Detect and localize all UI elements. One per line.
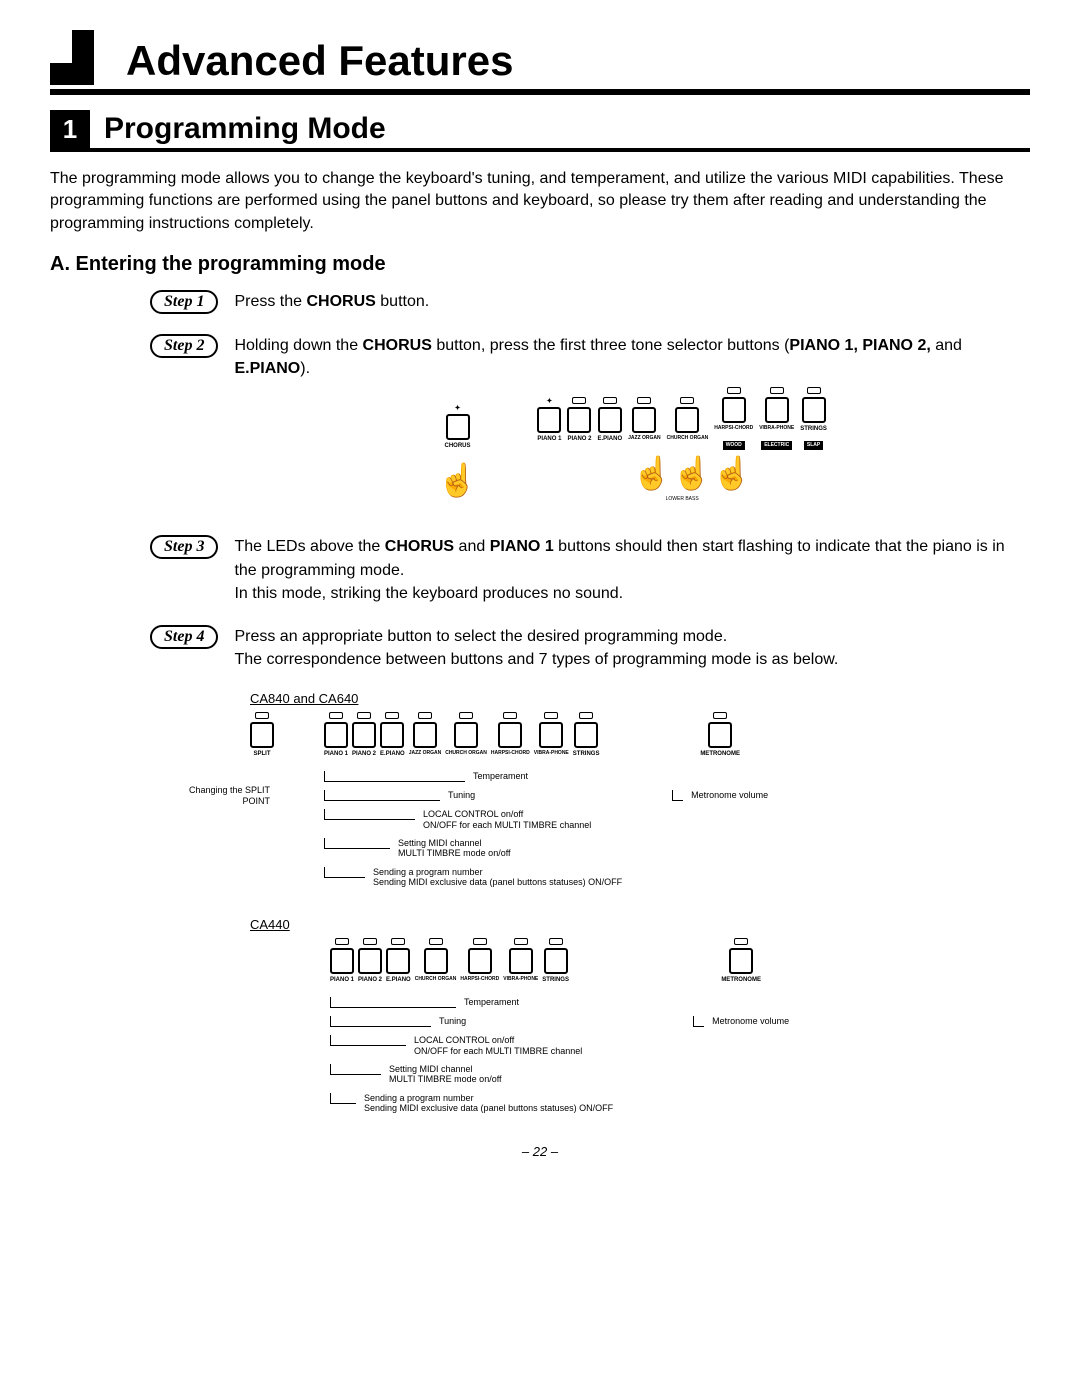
section-rule	[50, 148, 1030, 152]
section-title: Programming Mode	[90, 110, 1030, 148]
chorus-button	[446, 414, 470, 440]
section-intro: The programming mode allows you to chang…	[50, 168, 1030, 235]
section-heading: 1 Programming Mode	[50, 110, 1030, 148]
header-icon	[50, 30, 96, 85]
step-3: Step 3 The LEDs above the CHORUS and PIA…	[50, 535, 1030, 605]
diagram-ca840: SPLIT Changing the SPLIT POINT PIANO 1 P…	[250, 712, 1030, 887]
step-text: Holding down the CHORUS button, press th…	[234, 334, 1030, 515]
hand-icon: ☝☝☝	[557, 450, 826, 496]
step-text: Press the CHORUS button.	[234, 290, 429, 314]
diagram-ca440: PIANO 1 PIANO 2 E.PIANO CHURCH ORGAN HAR…	[330, 938, 1030, 1113]
step-badge: Step 4	[150, 625, 218, 649]
step-badge: Step 2	[150, 334, 218, 358]
chorus-block: ✦ CHORUS ☝	[438, 404, 478, 504]
main-title: Advanced Features	[126, 37, 1030, 85]
step-text: The LEDs above the CHORUS and PIANO 1 bu…	[234, 535, 1030, 605]
step-badge: Step 1	[150, 290, 218, 314]
header-rule	[50, 89, 1030, 95]
subsection-title: A. Entering the programming mode	[50, 253, 1030, 276]
model-label-a: CA840 and CA640	[250, 691, 1030, 706]
page-number: – 22 –	[50, 1144, 1030, 1159]
model-label-b: CA440	[250, 917, 1030, 932]
step-2: Step 2 Holding down the CHORUS button, p…	[50, 334, 1030, 515]
tone-selector-block: ✦PIANO 1 PIANO 2 E.PIANO JAZZ ORGAN CHUR…	[537, 387, 826, 504]
step-text: Press an appropriate button to select th…	[234, 625, 838, 671]
section-number: 1	[50, 110, 90, 148]
step-1: Step 1 Press the CHORUS button.	[50, 290, 1030, 314]
hand-icon: ☝	[438, 457, 478, 503]
step-4: Step 4 Press an appropriate button to se…	[50, 625, 1030, 671]
header-row: Advanced Features	[50, 30, 1030, 85]
step-badge: Step 3	[150, 535, 218, 559]
